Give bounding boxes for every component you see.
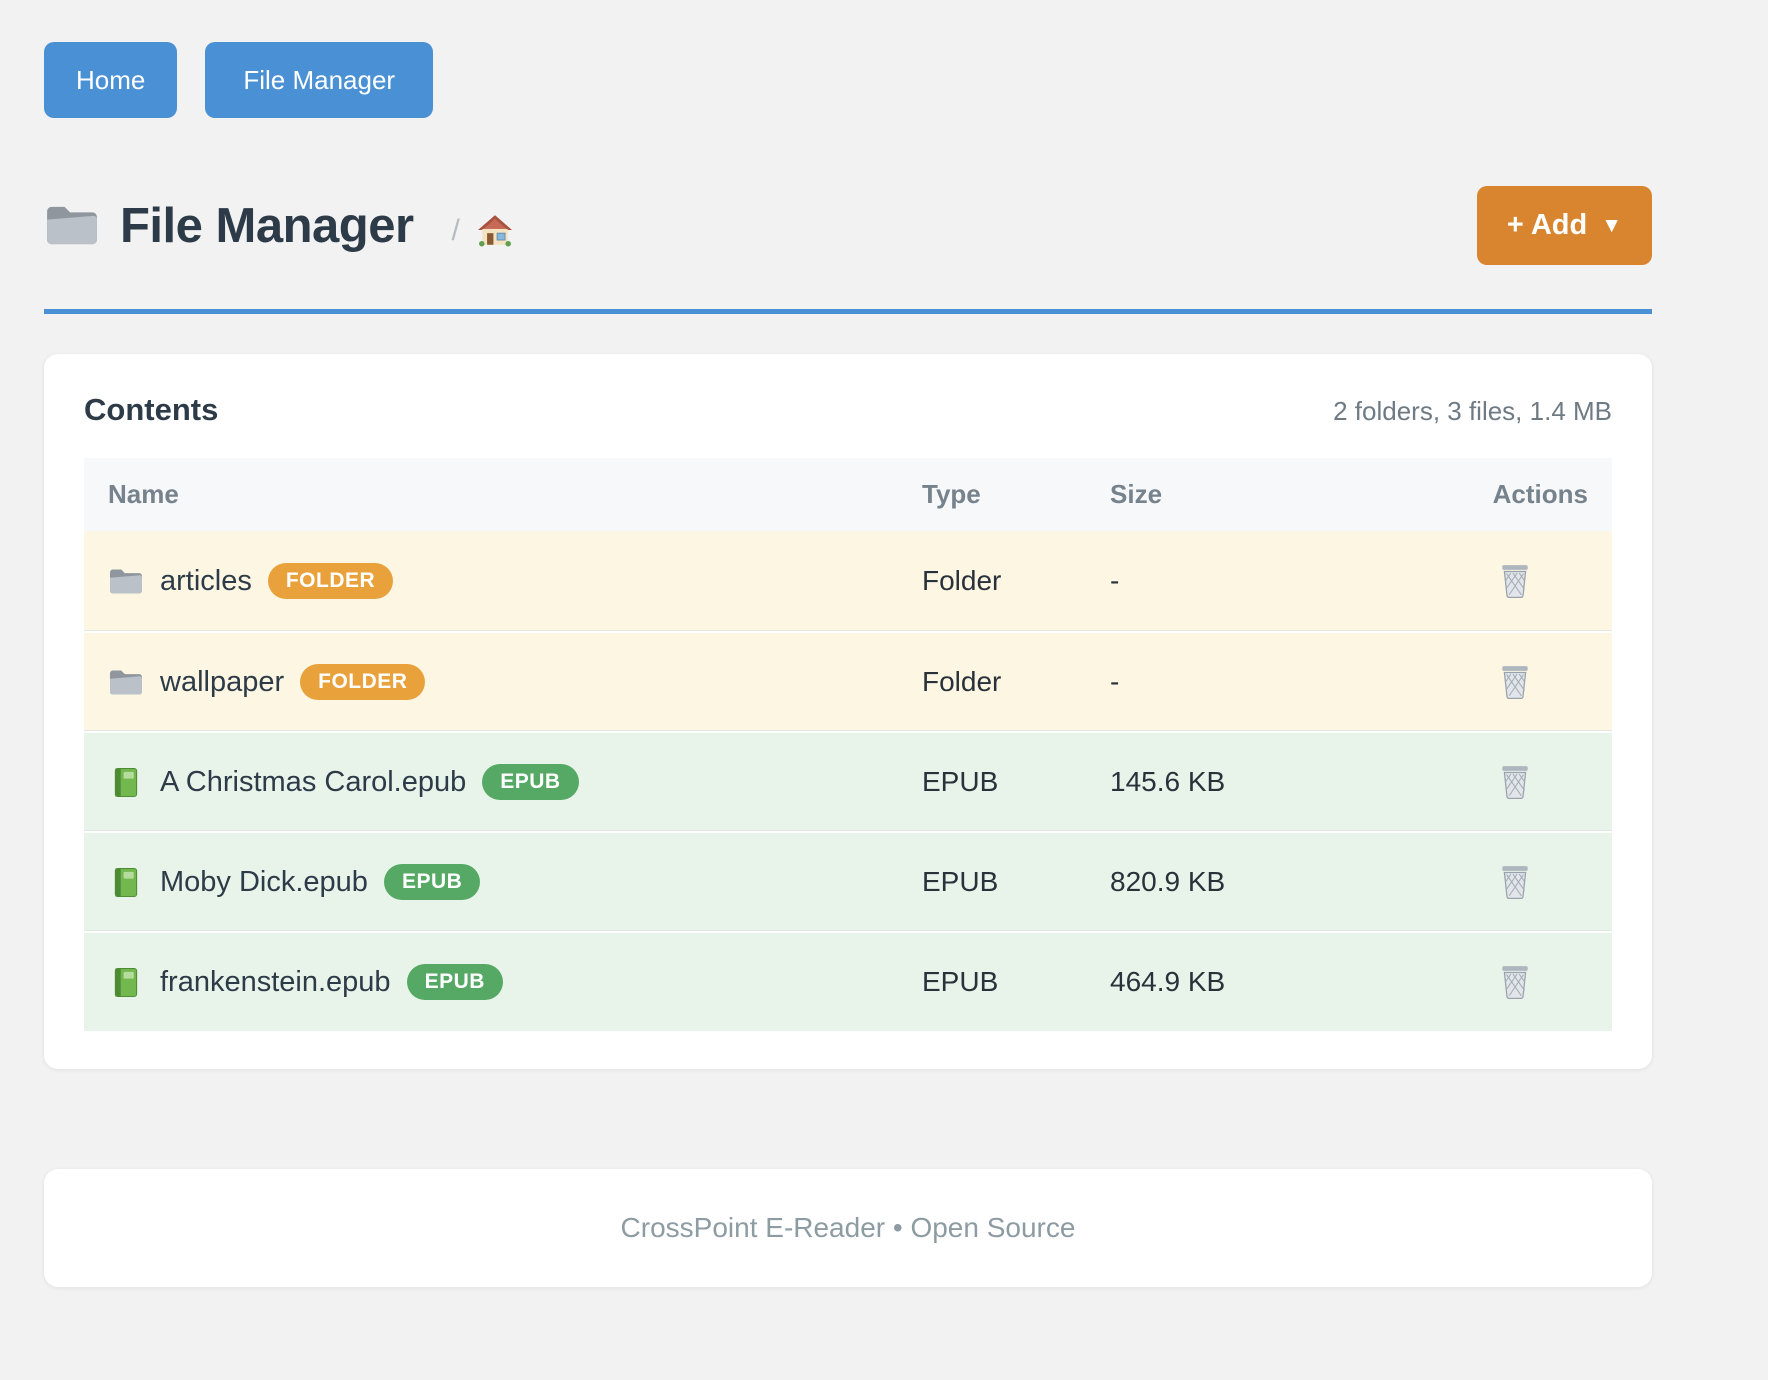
page-container: Home File Manager File Manager / + Add ▼…	[44, 0, 1652, 1287]
trash-icon	[1502, 666, 1528, 700]
row-size: 820.9 KB	[1110, 866, 1226, 897]
row-size: 464.9 KB	[1110, 966, 1226, 997]
table-row: wallpaper FOLDER Folder -	[84, 631, 1612, 731]
contents-card: Contents 2 folders, 3 files, 1.4 MB Name…	[44, 354, 1652, 1069]
title-underline	[44, 309, 1652, 314]
file-name-link[interactable]: A Christmas Carol.epub	[160, 765, 467, 798]
epub-badge: EPUB	[482, 764, 579, 800]
epub-badge: EPUB	[383, 864, 481, 900]
table-row: frankenstein.epub EPUB EPUB 464.9 KB	[84, 931, 1612, 1031]
caret-down-icon: ▼	[1601, 214, 1622, 237]
delete-button[interactable]	[1497, 561, 1533, 601]
folder-icon	[110, 569, 142, 593]
table-header-row: Name Type Size Actions	[84, 458, 1612, 531]
trash-icon	[1502, 966, 1528, 1000]
row-size: -	[1110, 666, 1120, 697]
book-icon	[114, 767, 138, 797]
contents-summary: 2 folders, 3 files, 1.4 MB	[1333, 396, 1612, 426]
delete-button[interactable]	[1497, 862, 1533, 902]
delete-button[interactable]	[1497, 662, 1533, 702]
page-header: File Manager / + Add ▼	[44, 186, 1652, 265]
delete-button[interactable]	[1497, 762, 1533, 802]
folder-name-link[interactable]: wallpaper	[160, 665, 285, 698]
book-icon	[114, 867, 138, 897]
house-icon[interactable]	[476, 213, 514, 247]
file-table: Name Type Size Actions articles FOLDER F…	[84, 458, 1612, 1031]
folder-icon	[47, 206, 97, 245]
row-type: Folder	[922, 666, 1002, 697]
row-type: Folder	[922, 565, 1002, 596]
footer-card: CrossPoint E-Reader • Open Source	[44, 1169, 1652, 1287]
contents-heading: Contents	[84, 392, 219, 427]
row-size: 145.6 KB	[1110, 766, 1226, 797]
column-header-name: Name	[108, 479, 179, 509]
book-icon	[114, 967, 138, 997]
row-type: EPUB	[922, 966, 999, 997]
epub-badge: EPUB	[406, 964, 503, 1000]
column-header-actions: Actions	[1492, 479, 1588, 509]
top-nav: Home File Manager	[44, 0, 1652, 118]
column-header-size: Size	[1110, 479, 1163, 509]
trash-icon	[1502, 766, 1528, 800]
folder-icon	[110, 670, 142, 694]
folder-name-link[interactable]: articles	[160, 564, 252, 597]
column-header-type: Type	[922, 479, 981, 509]
file-name-link[interactable]: Moby Dick.epub	[160, 865, 368, 898]
breadcrumb-separator: /	[451, 213, 460, 247]
table-row: Moby Dick.epub EPUB EPUB 820.9 KB	[84, 831, 1612, 931]
folder-badge: FOLDER	[267, 563, 394, 599]
folder-badge: FOLDER	[300, 664, 426, 700]
row-size: -	[1110, 565, 1120, 596]
nav-file-manager-button[interactable]: File Manager	[205, 42, 434, 118]
trash-icon	[1502, 866, 1528, 900]
row-type: EPUB	[922, 766, 999, 797]
table-row: A Christmas Carol.epub EPUB EPUB 145.6 K…	[84, 731, 1612, 831]
page-title: File Manager	[120, 198, 414, 253]
footer-text: CrossPoint E-Reader • Open Source	[620, 1212, 1076, 1243]
table-row: articles FOLDER Folder -	[84, 531, 1612, 631]
add-button-label: + Add	[1506, 209, 1588, 241]
delete-button[interactable]	[1497, 962, 1533, 1002]
nav-home-button[interactable]: Home	[44, 42, 178, 118]
file-name-link[interactable]: frankenstein.epub	[160, 965, 391, 998]
row-type: EPUB	[922, 866, 999, 897]
add-button[interactable]: + Add ▼	[1476, 186, 1652, 265]
trash-icon	[1502, 565, 1528, 599]
